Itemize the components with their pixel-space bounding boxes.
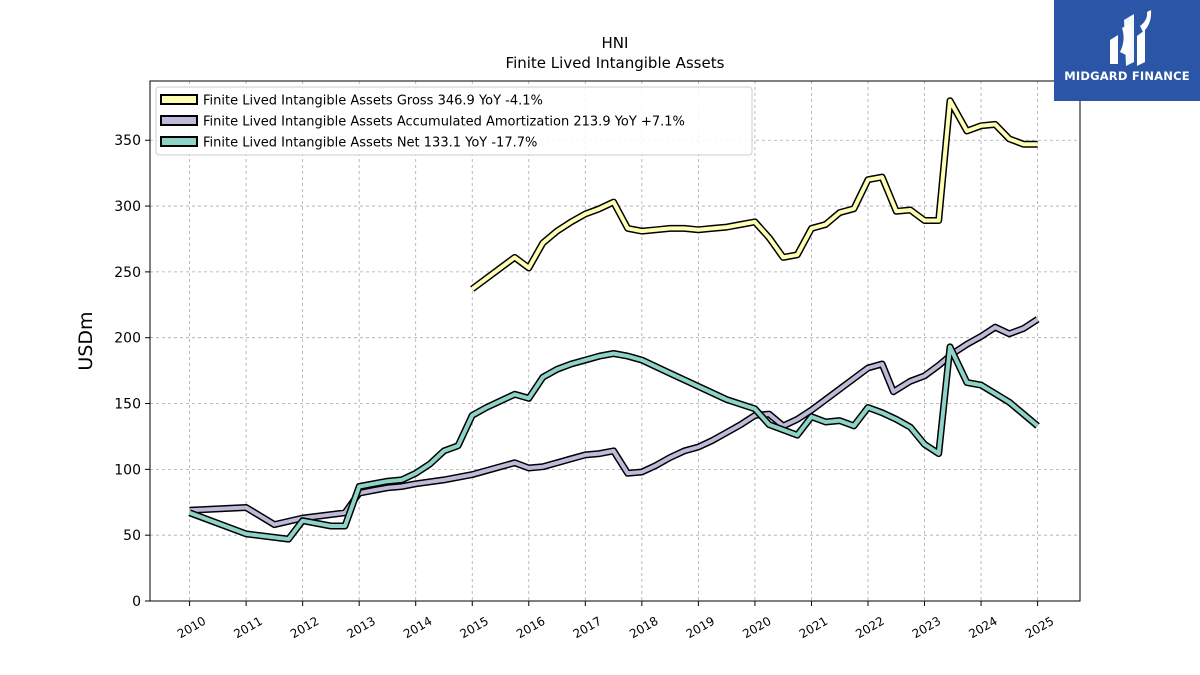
- legend-swatch-1: [160, 94, 198, 105]
- x-tick-label: 2018: [627, 614, 660, 641]
- y-tick-label: 0: [132, 594, 141, 610]
- legend-label-1: Finite Lived Intangible Assets Gross 346…: [203, 94, 543, 109]
- chart-subtitle: Finite Lived Intangible Assets: [506, 54, 725, 72]
- series-3-line: [188, 344, 1039, 542]
- x-tick-label: 2011: [231, 614, 264, 641]
- x-tick-label: 2016: [514, 614, 547, 641]
- midgard-logo-icon: [1110, 10, 1152, 66]
- x-tick-label: 2020: [740, 614, 773, 641]
- y-tick-label: 250: [114, 265, 141, 281]
- y-tick-label: 350: [114, 133, 141, 149]
- x-tick-label: 2021: [797, 614, 830, 641]
- series-1-line: [471, 98, 1038, 291]
- y-tick-label: 300: [114, 199, 141, 215]
- series-2-line: [189, 317, 1039, 527]
- logo-text: MIDGARD FINANCE: [1064, 69, 1190, 83]
- x-tick-label: 2022: [853, 614, 886, 641]
- legend-label-2: Finite Lived Intangible Assets Accumulat…: [203, 115, 685, 130]
- x-tick-label: 2012: [288, 614, 321, 641]
- brand-logo: MIDGARD FINANCE: [1054, 0, 1200, 101]
- x-tick-label: 2014: [401, 614, 434, 641]
- y-axis-label: USDm: [75, 311, 97, 370]
- x-tick-label: 2025: [1023, 614, 1056, 641]
- x-tick-label: 2019: [684, 614, 717, 641]
- series-3-outline: [188, 343, 1040, 543]
- legend-swatch-3: [160, 136, 198, 147]
- plot-frame: [149, 80, 1081, 602]
- x-tick-label: 2010: [175, 614, 208, 641]
- x-tick-label: 2015: [458, 614, 491, 641]
- y-tick-label: 150: [114, 397, 141, 413]
- x-tick-label: 2017: [571, 614, 604, 641]
- y-tick-label: 50: [123, 528, 141, 544]
- legend-box: [155, 86, 753, 156]
- x-tick-label: 2023: [910, 614, 943, 641]
- legend-swatch-2: [160, 115, 198, 126]
- legend: Finite Lived Intangible Assets Gross 346…: [155, 86, 753, 156]
- y-tick-label: 200: [114, 331, 141, 347]
- chart-title: HNI: [602, 34, 629, 52]
- y-tick-label: 100: [114, 462, 141, 478]
- series-lines: [188, 97, 1040, 543]
- legend-label-3: Finite Lived Intangible Assets Net 133.1…: [203, 136, 537, 151]
- x-tick-label: 2013: [344, 614, 377, 641]
- x-tick-label: 2024: [966, 614, 999, 641]
